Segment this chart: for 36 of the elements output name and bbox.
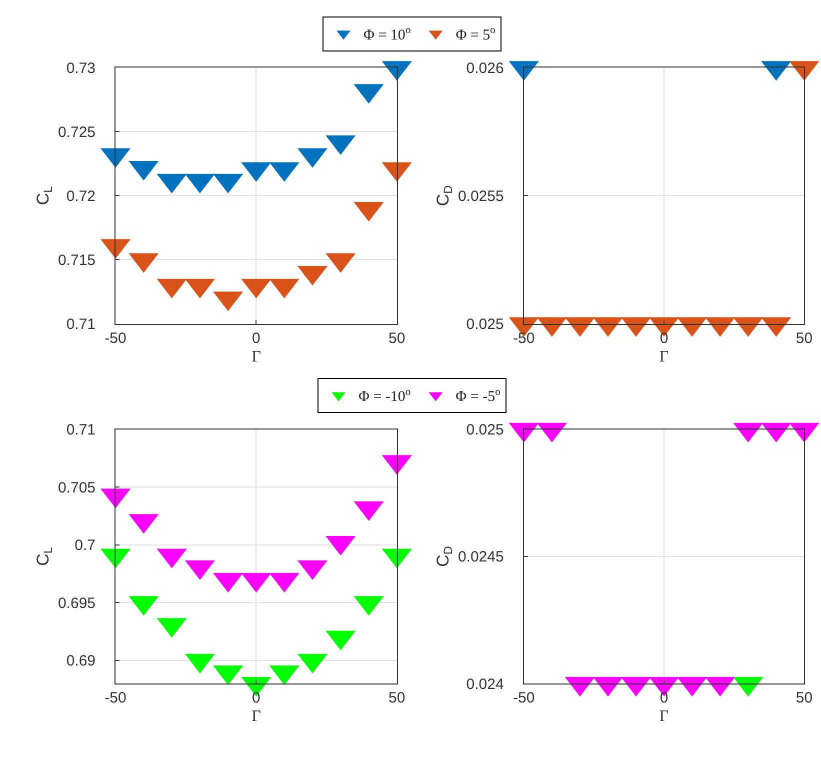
x-tick-label: 50 — [796, 690, 813, 707]
y-tick-label: 0.7 — [74, 537, 96, 554]
legend-label: Φ = 10$^{o}$ — [364, 25, 411, 44]
legend-label: Φ = 5$^{o}$ — [456, 25, 496, 44]
x-axis-title: Γ — [659, 708, 669, 726]
y-tick-label: 0.026 — [466, 60, 504, 77]
x-axis-title: Γ — [659, 348, 669, 366]
x-tick-label: 0 — [252, 690, 260, 707]
x-tick-label: -50 — [104, 690, 126, 707]
x-tick-label: 0 — [660, 690, 668, 707]
x-tick-label: 0 — [252, 330, 260, 347]
x-tick-label: 50 — [388, 690, 406, 707]
x-tick-label: 0 — [660, 330, 668, 347]
x-tick-label: 50 — [388, 330, 406, 347]
x-tick-label: -50 — [104, 330, 126, 347]
y-tick-label: 0.72 — [66, 188, 96, 205]
x-tick-label: -50 — [513, 330, 535, 347]
y-tick-label: 0.715 — [58, 252, 96, 269]
y-tick-label: 0.71 — [66, 422, 96, 439]
y-tick-label: 0.725 — [58, 124, 96, 141]
x-axis-title: Γ — [252, 708, 261, 726]
y-tick-label: 0.73 — [66, 60, 96, 77]
x-tick-label: 50 — [796, 330, 813, 347]
x-axis-title: Γ — [252, 348, 261, 366]
legend-label: Φ = -5$^{o}$ — [456, 386, 500, 406]
y-tick-label: 0.69 — [66, 652, 96, 670]
y-tick-label: 0.025 — [466, 422, 504, 439]
y-tick-label: 0.0255 — [458, 188, 504, 205]
y-tick-label: 0.0245 — [458, 548, 504, 566]
y-tick-label: 0.71 — [66, 316, 96, 333]
legend-label: Φ = -10$^{o}$ — [358, 386, 411, 406]
x-tick-label: -50 — [513, 690, 535, 707]
y-tick-label: 0.025 — [466, 316, 504, 333]
y-tick-label: 0.705 — [58, 479, 96, 496]
y-tick-label: 0.695 — [58, 594, 96, 612]
y-tick-label: 0.024 — [466, 676, 504, 693]
